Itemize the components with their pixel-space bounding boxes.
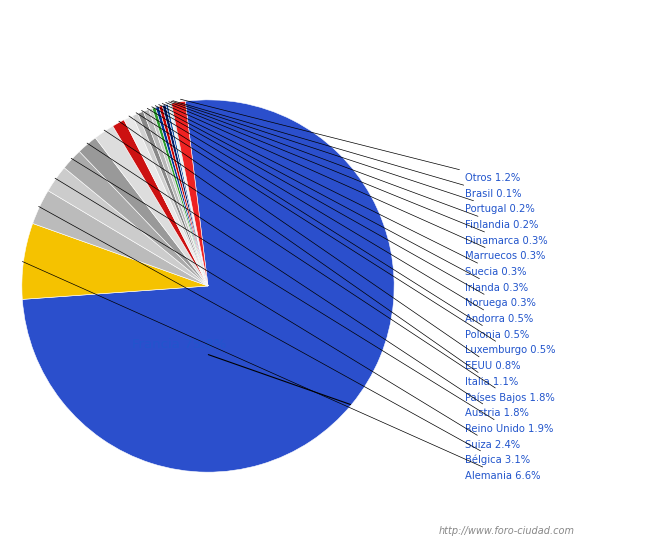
Text: Francia 75.8%: Francia 75.8% [132, 338, 350, 404]
Text: Portugal 0.2%: Portugal 0.2% [171, 101, 535, 214]
Wedge shape [159, 106, 208, 286]
Text: Países Bajos 1.8%: Países Bajos 1.8% [104, 130, 554, 403]
Wedge shape [113, 120, 208, 286]
Wedge shape [152, 107, 208, 286]
Wedge shape [155, 107, 208, 286]
Wedge shape [124, 116, 208, 286]
Text: Roses - Turistas extranjeros según país - Abril de 2024: Roses - Turistas extranjeros según país … [125, 12, 525, 28]
Text: Suiza 2.4%: Suiza 2.4% [55, 178, 520, 449]
Wedge shape [149, 108, 208, 286]
Wedge shape [168, 104, 208, 286]
Wedge shape [138, 112, 208, 286]
Wedge shape [64, 151, 208, 286]
Text: Italia 1.1%: Italia 1.1% [119, 121, 518, 387]
Wedge shape [133, 113, 208, 286]
Wedge shape [166, 104, 208, 286]
Wedge shape [22, 223, 208, 299]
Text: Polonia 0.5%: Polonia 0.5% [142, 111, 529, 340]
Wedge shape [162, 104, 208, 286]
Wedge shape [172, 101, 208, 286]
Text: Marruecos 0.3%: Marruecos 0.3% [162, 103, 545, 261]
Wedge shape [144, 109, 208, 286]
Wedge shape [170, 103, 208, 286]
Wedge shape [48, 168, 208, 286]
Text: Reino Unido 1.9%: Reino Unido 1.9% [72, 158, 553, 434]
Text: Bélgica 3.1%: Bélgica 3.1% [38, 206, 530, 465]
Text: Irlanda 0.3%: Irlanda 0.3% [155, 106, 528, 293]
Text: Austria 1.8%: Austria 1.8% [87, 143, 528, 418]
Text: EEUU 0.8%: EEUU 0.8% [129, 116, 521, 371]
Text: Brasil 0.1%: Brasil 0.1% [173, 101, 521, 199]
Wedge shape [32, 191, 208, 286]
Text: Dinamarca 0.3%: Dinamarca 0.3% [166, 102, 547, 246]
Wedge shape [22, 100, 394, 472]
Text: Suecia 0.3%: Suecia 0.3% [159, 104, 526, 277]
Text: Luxemburgo 0.5%: Luxemburgo 0.5% [136, 113, 555, 355]
Text: Otros 1.2%: Otros 1.2% [181, 99, 520, 183]
Wedge shape [96, 126, 208, 286]
Wedge shape [79, 138, 208, 286]
Text: Noruega 0.3%: Noruega 0.3% [152, 107, 536, 309]
Text: Andorra 0.5%: Andorra 0.5% [148, 108, 533, 324]
Text: http://www.foro-ciudad.com: http://www.foro-ciudad.com [439, 526, 575, 536]
Text: Alemania 6.6%: Alemania 6.6% [22, 261, 540, 481]
Text: Finlandia 0.2%: Finlandia 0.2% [168, 102, 538, 230]
